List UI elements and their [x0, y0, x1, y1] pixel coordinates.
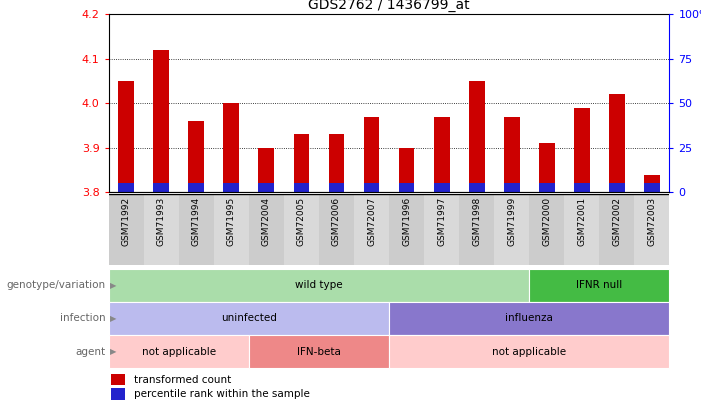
- Bar: [389, 194, 424, 265]
- Bar: [294, 183, 309, 192]
- Text: GSM72000: GSM72000: [543, 196, 551, 246]
- Text: GSM71998: GSM71998: [472, 196, 481, 246]
- Bar: [424, 194, 459, 265]
- Text: IFNR null: IFNR null: [576, 280, 622, 290]
- Bar: [329, 183, 344, 192]
- Bar: [179, 194, 214, 265]
- Bar: [389, 335, 669, 368]
- Bar: [609, 94, 625, 192]
- Bar: [294, 134, 309, 192]
- Bar: [111, 374, 125, 385]
- Bar: [224, 103, 239, 192]
- Bar: [259, 183, 274, 192]
- Title: GDS2762 / 1436799_at: GDS2762 / 1436799_at: [308, 0, 470, 12]
- Bar: [189, 183, 204, 192]
- Bar: [329, 134, 344, 192]
- Bar: [224, 183, 239, 192]
- Bar: [389, 302, 669, 335]
- Bar: [494, 194, 529, 265]
- Bar: [469, 183, 484, 192]
- Text: infection: infection: [60, 313, 105, 323]
- Bar: [109, 302, 389, 335]
- Text: IFN-beta: IFN-beta: [297, 347, 341, 356]
- Bar: [399, 148, 414, 192]
- Bar: [644, 183, 660, 192]
- Bar: [529, 194, 564, 265]
- Bar: [364, 183, 379, 192]
- Text: not applicable: not applicable: [142, 347, 216, 356]
- Text: GSM72006: GSM72006: [332, 196, 341, 246]
- Bar: [634, 194, 669, 265]
- Text: GSM71994: GSM71994: [192, 196, 200, 246]
- Bar: [284, 194, 319, 265]
- Bar: [469, 81, 484, 192]
- Bar: [529, 269, 669, 302]
- Bar: [154, 50, 169, 192]
- Bar: [574, 183, 590, 192]
- Bar: [259, 148, 274, 192]
- Text: GSM71993: GSM71993: [157, 196, 165, 246]
- Bar: [249, 335, 389, 368]
- Text: not applicable: not applicable: [492, 347, 566, 356]
- Bar: [434, 117, 449, 192]
- Text: GSM71999: GSM71999: [508, 196, 516, 246]
- Bar: [504, 117, 519, 192]
- Text: GSM72004: GSM72004: [262, 196, 271, 245]
- Bar: [189, 121, 204, 192]
- Bar: [574, 108, 590, 192]
- Text: transformed count: transformed count: [134, 375, 231, 385]
- Bar: [154, 183, 169, 192]
- Text: GSM72005: GSM72005: [297, 196, 306, 246]
- Text: percentile rank within the sample: percentile rank within the sample: [134, 389, 310, 399]
- Text: ▶: ▶: [110, 281, 116, 290]
- Bar: [459, 194, 494, 265]
- Text: wild type: wild type: [295, 280, 343, 290]
- Bar: [644, 175, 660, 192]
- Bar: [399, 183, 414, 192]
- Text: GSM72002: GSM72002: [613, 196, 621, 245]
- Text: agent: agent: [75, 347, 105, 356]
- Bar: [214, 194, 249, 265]
- Text: GSM72007: GSM72007: [367, 196, 376, 246]
- Bar: [111, 388, 125, 400]
- Text: ▶: ▶: [110, 347, 116, 356]
- Bar: [249, 194, 284, 265]
- Bar: [434, 183, 449, 192]
- Text: genotype/variation: genotype/variation: [6, 280, 105, 290]
- Text: GSM71996: GSM71996: [402, 196, 411, 246]
- Text: GSM71997: GSM71997: [437, 196, 446, 246]
- Bar: [564, 194, 599, 265]
- Bar: [539, 183, 554, 192]
- Text: GSM71992: GSM71992: [122, 196, 130, 246]
- Bar: [609, 183, 625, 192]
- Bar: [599, 194, 634, 265]
- Text: influenza: influenza: [505, 313, 553, 323]
- Text: ▶: ▶: [110, 314, 116, 323]
- Bar: [319, 194, 354, 265]
- Bar: [364, 117, 379, 192]
- Bar: [109, 269, 529, 302]
- Bar: [109, 335, 249, 368]
- Bar: [504, 183, 519, 192]
- Bar: [109, 194, 144, 265]
- Bar: [118, 81, 134, 192]
- Bar: [354, 194, 389, 265]
- Bar: [118, 183, 134, 192]
- Text: GSM72003: GSM72003: [648, 196, 656, 246]
- Bar: [144, 194, 179, 265]
- Bar: [539, 143, 554, 192]
- Text: uninfected: uninfected: [221, 313, 277, 323]
- Text: GSM72001: GSM72001: [578, 196, 586, 246]
- Text: GSM71995: GSM71995: [227, 196, 236, 246]
